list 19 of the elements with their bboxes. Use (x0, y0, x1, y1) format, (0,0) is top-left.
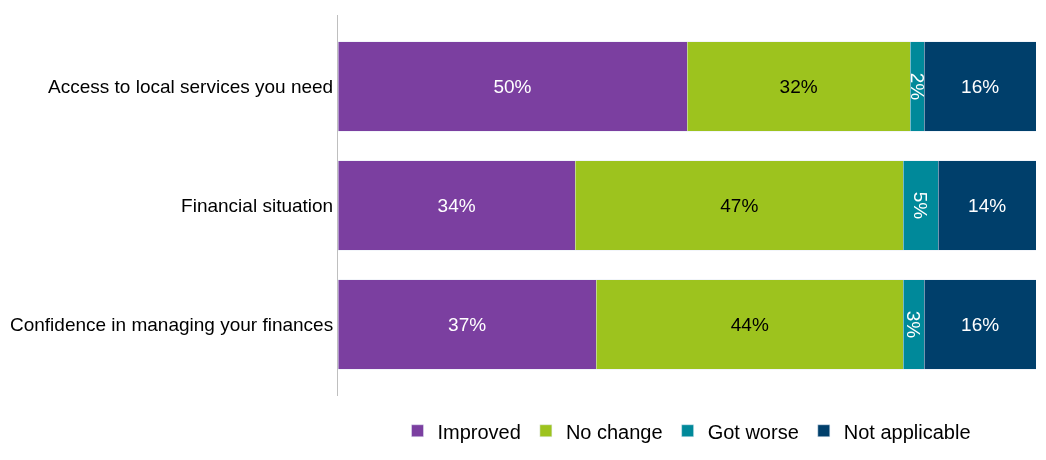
legend-label: Got worse (707, 420, 799, 443)
data-label: 47% (720, 195, 759, 216)
data-label: 3% (903, 310, 925, 339)
data-label: 32% (779, 75, 818, 97)
y-tick-label: Financial situation (181, 195, 334, 217)
data-label: 5% (910, 191, 932, 220)
data-label: 14% (968, 195, 1007, 216)
y-tick-label: Confidence in managing your finances (9, 314, 334, 336)
legend-label: Improved (437, 420, 521, 443)
data-label: 34% (437, 195, 476, 216)
legend-label: No change (565, 420, 663, 443)
y-tick-label: Access to local services you need (48, 76, 334, 98)
legend-label: Not applicable (843, 420, 971, 443)
data-label: 50% (493, 75, 532, 97)
data-label: 44% (730, 314, 769, 336)
data-label: 16% (961, 314, 1000, 336)
data-label: 2% (906, 72, 928, 101)
data-label: 16% (961, 75, 1000, 97)
data-label: 37% (448, 314, 487, 336)
